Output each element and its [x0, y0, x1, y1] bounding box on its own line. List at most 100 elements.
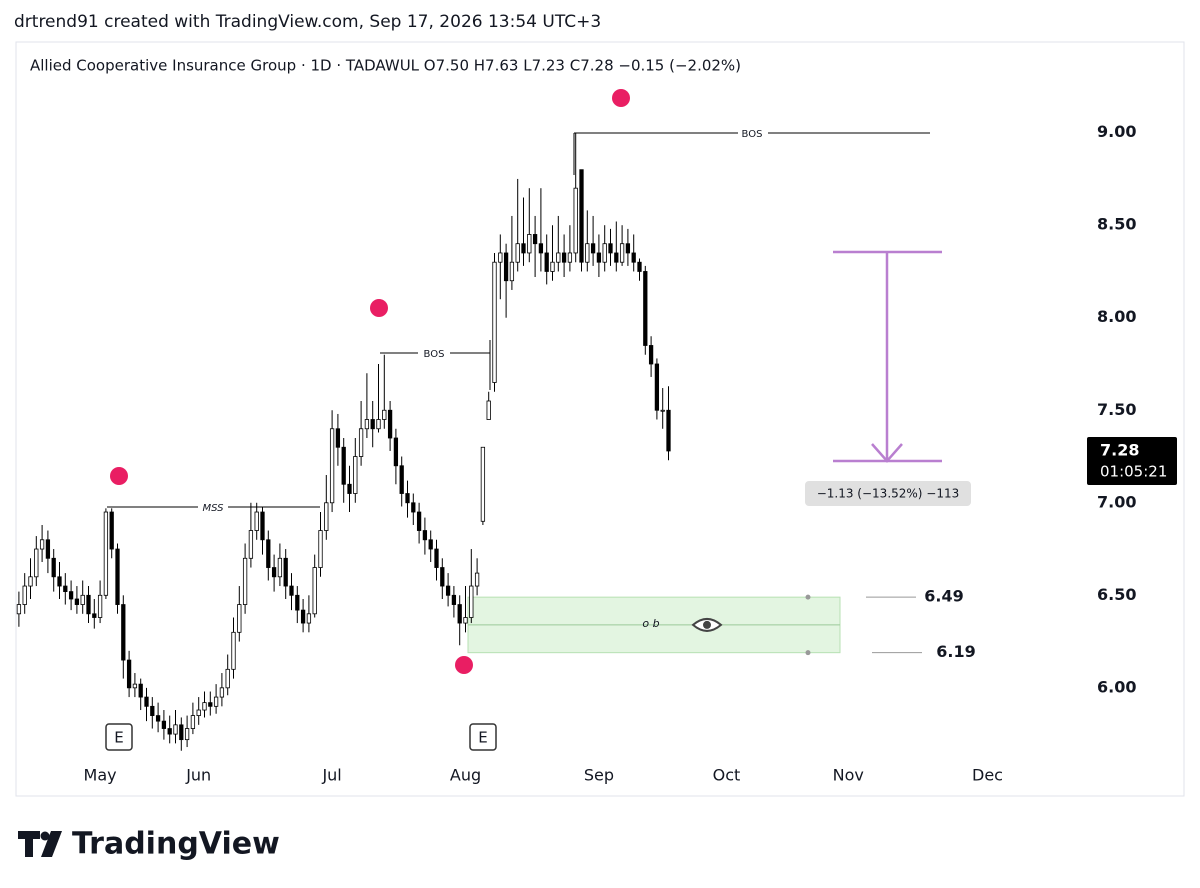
order-block: o b 6.49 6.19 [467, 587, 976, 661]
candle-body [219, 687, 225, 698]
candle-body [387, 409, 393, 439]
candle-body [324, 502, 329, 531]
candle-body [242, 557, 248, 605]
candle-body [579, 169, 584, 263]
last-price-box [1087, 436, 1177, 485]
candle-body [643, 271, 648, 346]
bos-upper: BOS [573, 129, 930, 175]
candle-body [28, 576, 33, 587]
candle-body [637, 261, 642, 272]
candle-body [469, 585, 474, 618]
candle-body [260, 511, 265, 541]
candle-body [341, 446, 346, 485]
y-tick-label: 6.50 [1097, 585, 1136, 604]
candle-body [654, 363, 660, 411]
x-tick-label: Sep [584, 766, 614, 785]
order-block-label: o b [642, 617, 659, 630]
candle-body [266, 539, 271, 568]
brand-name: TradingView [72, 827, 280, 862]
candle-body [625, 243, 631, 254]
candle-body [556, 252, 561, 263]
mss: MSS [107, 503, 320, 514]
candle-body [393, 437, 399, 467]
candle-body [648, 345, 654, 365]
candle-body [225, 668, 230, 689]
handle [805, 594, 811, 600]
header: drtrend91 created with TradingView.com, … [14, 12, 601, 32]
x-tick-label: Nov [833, 766, 864, 785]
candle-body [132, 683, 138, 689]
candle-body [248, 530, 254, 559]
candle-body [16, 604, 22, 615]
candle-body [161, 720, 167, 729]
candle-body [34, 548, 39, 578]
candle-body [277, 557, 283, 578]
candle-body [596, 252, 602, 263]
candle-body [68, 591, 74, 600]
candle-body [190, 715, 196, 729]
candle-body [208, 702, 213, 707]
candle-body [573, 187, 578, 254]
brand-logo: TradingView [18, 827, 280, 862]
measure-label: −1.13 (−13.52%) −113 [817, 487, 960, 501]
candle-body [544, 252, 549, 272]
candle-body [63, 585, 68, 593]
y-tick-label: 8.50 [1097, 215, 1136, 234]
candle-body [608, 243, 613, 254]
y-tick-label: 9.00 [1097, 122, 1136, 141]
candle-body [179, 724, 184, 741]
candle-body [57, 576, 62, 587]
pivot-dot [370, 299, 388, 317]
candle-body [370, 419, 375, 430]
candle-body [347, 483, 352, 494]
candle-body [22, 585, 27, 605]
candle-body [295, 594, 300, 611]
candle-body [97, 594, 103, 618]
candle-body [614, 252, 619, 263]
candle-body [329, 428, 335, 504]
candle-body [486, 400, 491, 420]
candle-body [231, 631, 236, 670]
candle-body [213, 696, 219, 707]
candle-body [202, 702, 207, 711]
candle-body [167, 728, 172, 735]
candle-body [416, 511, 422, 531]
candle-body [445, 585, 451, 596]
candle-body [144, 696, 149, 707]
x-tick-label: Dec [972, 766, 1003, 785]
candle-body [109, 511, 114, 550]
earnings-marker[interactable]: E [469, 723, 497, 751]
candle-body [451, 594, 457, 605]
candle-body [300, 609, 306, 624]
candle-body [318, 530, 323, 568]
candle-body [138, 683, 143, 698]
earnings-label: E [478, 729, 487, 747]
bos-label: BOS [424, 349, 445, 360]
pivot-dot [612, 89, 630, 107]
candle-body [103, 511, 109, 596]
candle-body [498, 252, 503, 263]
earnings-marker[interactable]: E [105, 723, 133, 751]
candle-body [480, 446, 486, 522]
candle-body [567, 252, 573, 263]
candle-body [619, 243, 625, 263]
chart-title: Allied Cooperative Insurance Group · 1D … [30, 57, 741, 75]
candle-body [509, 261, 515, 282]
pivot-dot [110, 467, 128, 485]
candle-body [155, 715, 161, 722]
candle-body [92, 613, 97, 618]
mss-label: MSS [203, 503, 225, 514]
countdown: 01:05:21 [1100, 462, 1167, 480]
candle-body [492, 261, 497, 383]
y-tick-label: 7.50 [1097, 400, 1136, 419]
candle-body [51, 557, 56, 578]
candle-body [521, 243, 526, 254]
candle-body [503, 252, 509, 282]
candle-body [74, 598, 80, 605]
candle-body [254, 511, 259, 531]
candle-body [422, 530, 428, 541]
candle-body [271, 567, 277, 578]
candle-body [585, 243, 590, 263]
candle-body [538, 243, 544, 254]
